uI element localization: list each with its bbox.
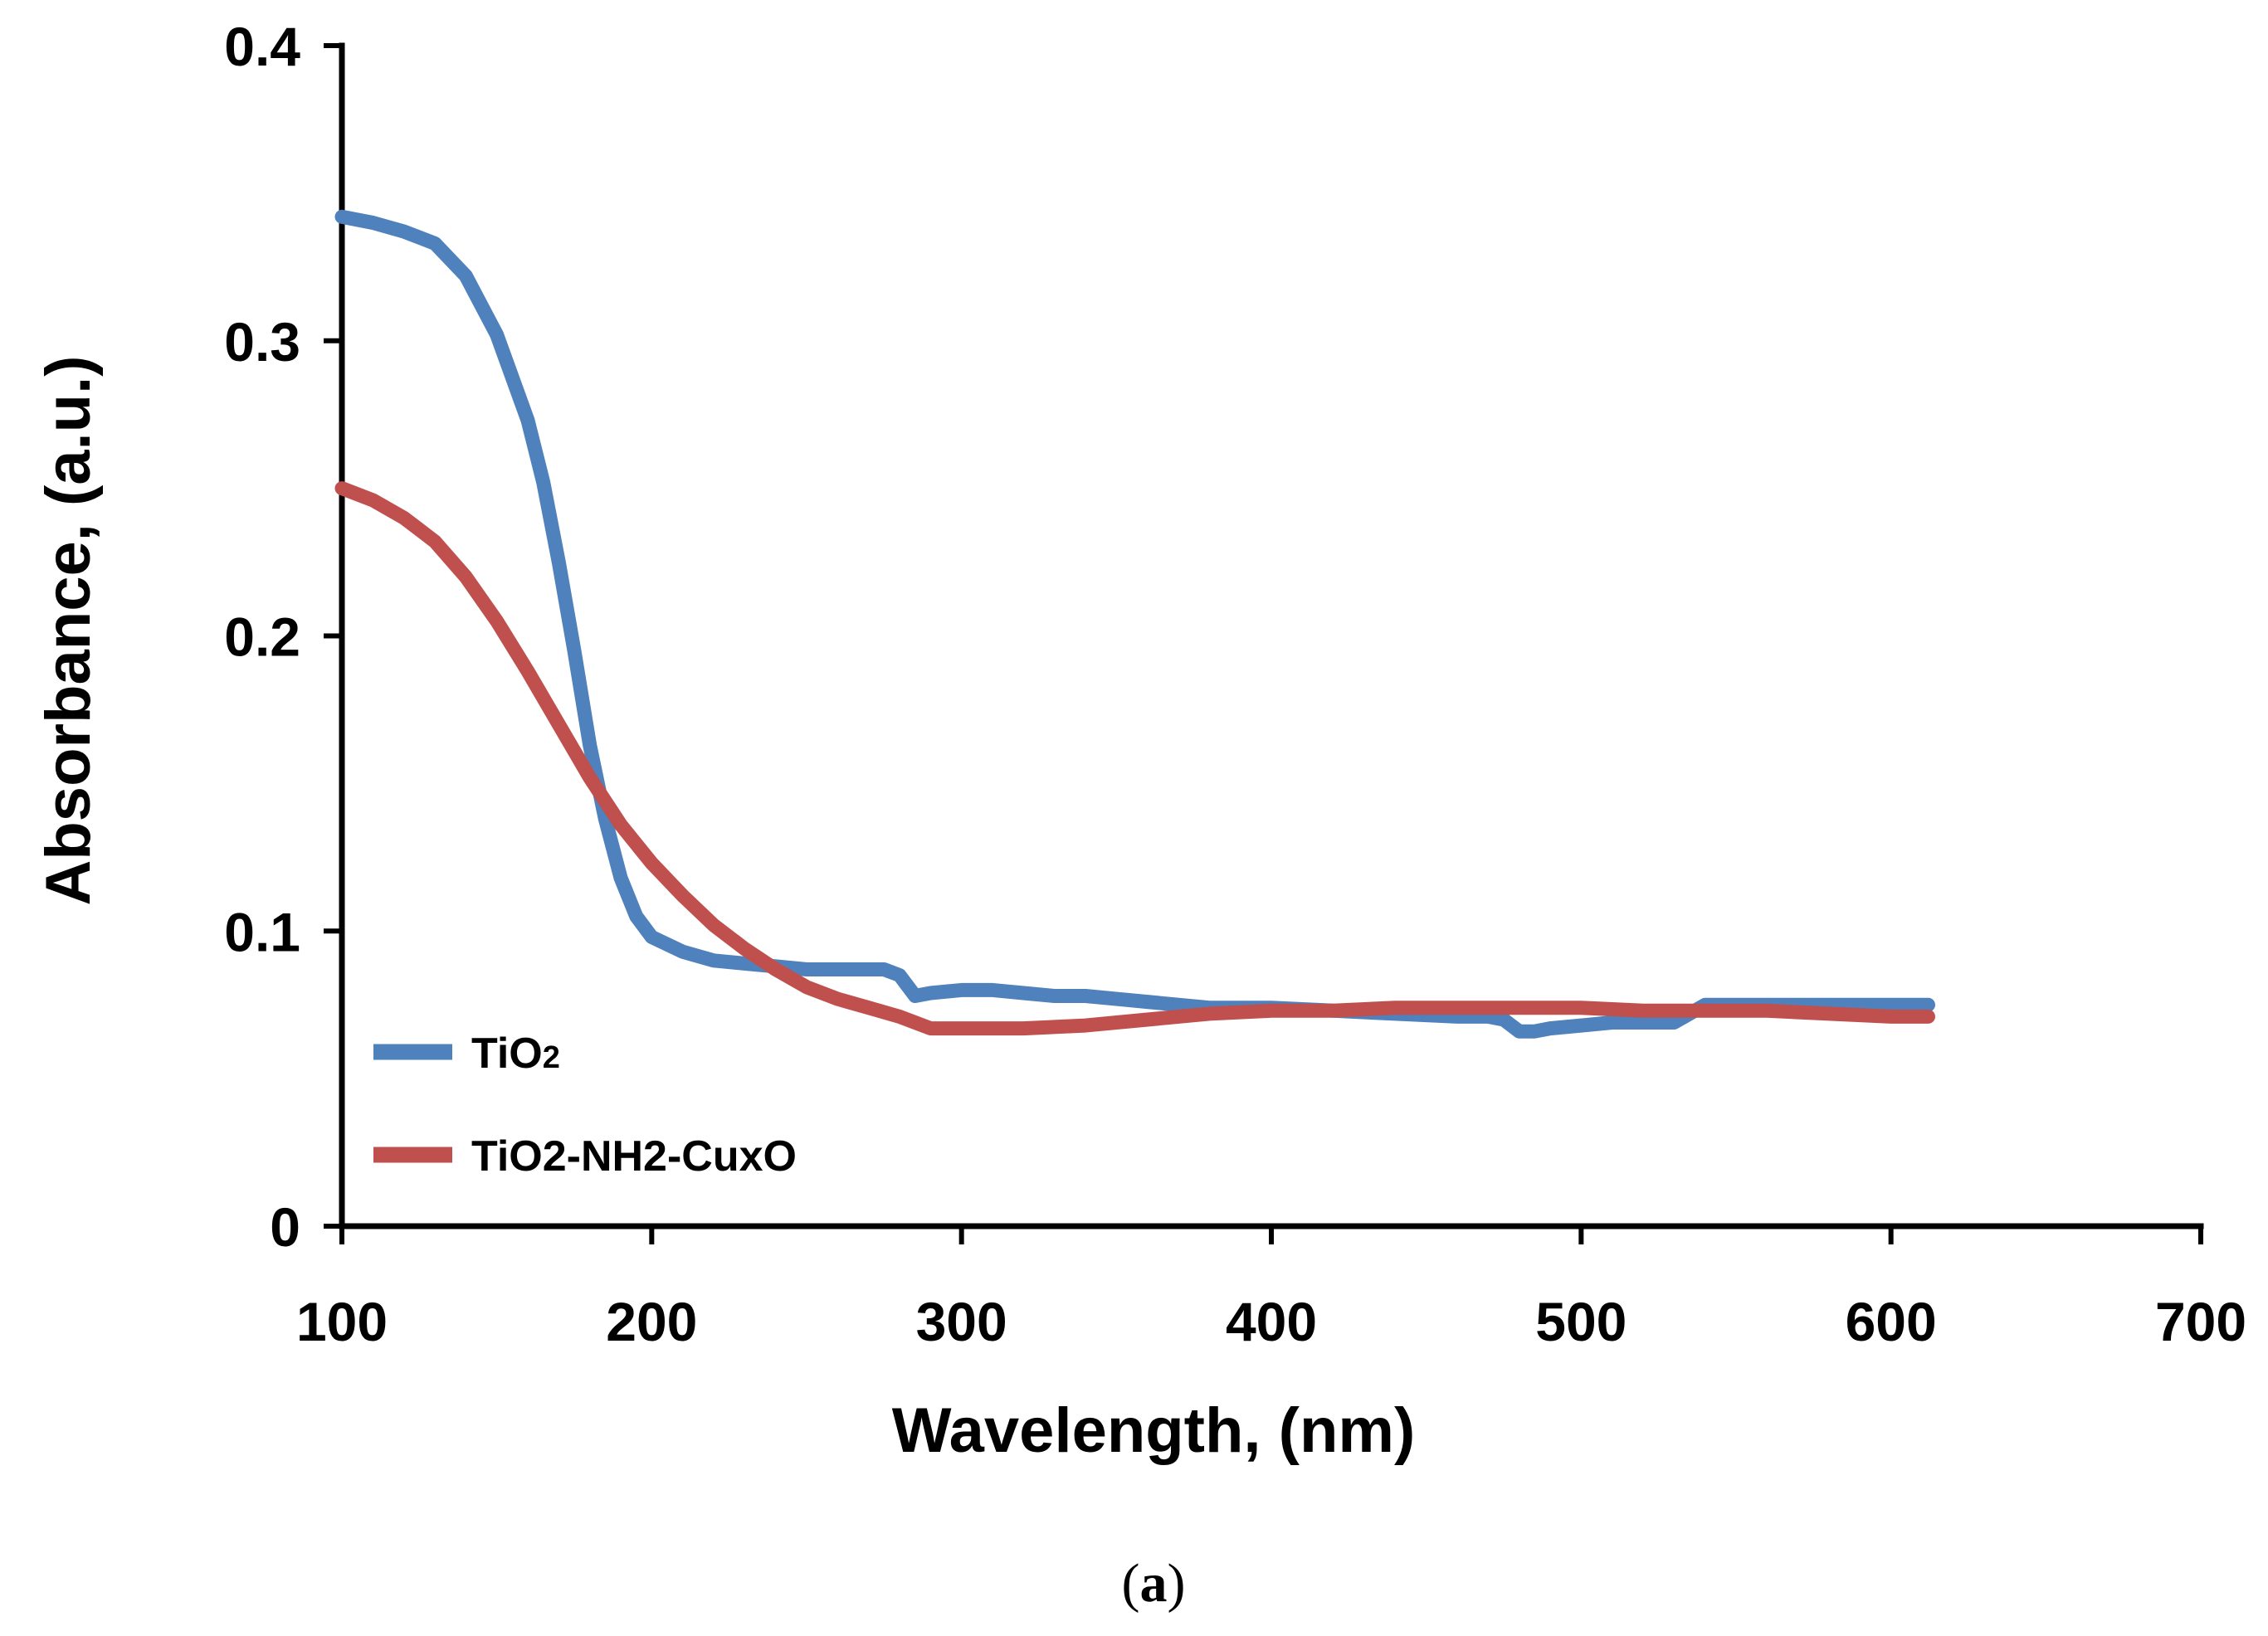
y-tick-label-0-4: 0.4 xyxy=(224,16,300,77)
x-tick-label-400: 400 xyxy=(1226,1291,1317,1352)
figure-caption: (a) xyxy=(1122,1553,1186,1614)
legend-label-tio2: TiO2 xyxy=(471,1030,560,1078)
y-axis-title: Absorbance, (a.u.) xyxy=(33,356,104,906)
x-tick-label-300: 300 xyxy=(916,1291,1007,1352)
legend-item-tio2: TiO2 xyxy=(373,1030,560,1078)
legend: TiO2 TiO2-NH2-CuxO xyxy=(373,1030,797,1181)
y-tick-label-0-1: 0.1 xyxy=(224,901,300,962)
x-tick-label-100: 100 xyxy=(296,1291,388,1352)
y-tick-label-0-2: 0.2 xyxy=(224,606,300,668)
axes xyxy=(339,42,2204,1229)
legend-label-tio2-nh2-cuxo: TiO2-NH2-CuxO xyxy=(471,1132,797,1181)
x-tick-label-500: 500 xyxy=(1535,1291,1627,1352)
x-tick-label-700: 700 xyxy=(2155,1291,2246,1352)
x-axis-title: Wavelength, (nm) xyxy=(892,1395,1416,1466)
series-line-tio2-nh2-cuxo xyxy=(334,481,1935,1036)
y-tick-label-0-3: 0.3 xyxy=(224,311,300,372)
series-line-tio2 xyxy=(334,209,1935,1039)
tick-marks xyxy=(324,43,2203,1244)
y-tick-label-0: 0 xyxy=(270,1196,300,1258)
x-tick-label-600: 600 xyxy=(1846,1291,1937,1352)
plot-series xyxy=(334,209,1935,1039)
legend-item-tio2-nh2-cuxo: TiO2-NH2-CuxO xyxy=(373,1132,797,1181)
x-tick-label-200: 200 xyxy=(606,1291,697,1352)
tick-labels: 100 200 300 400 500 600 700 0 0.1 0.2 0.3 0.4 xyxy=(224,16,2246,1352)
